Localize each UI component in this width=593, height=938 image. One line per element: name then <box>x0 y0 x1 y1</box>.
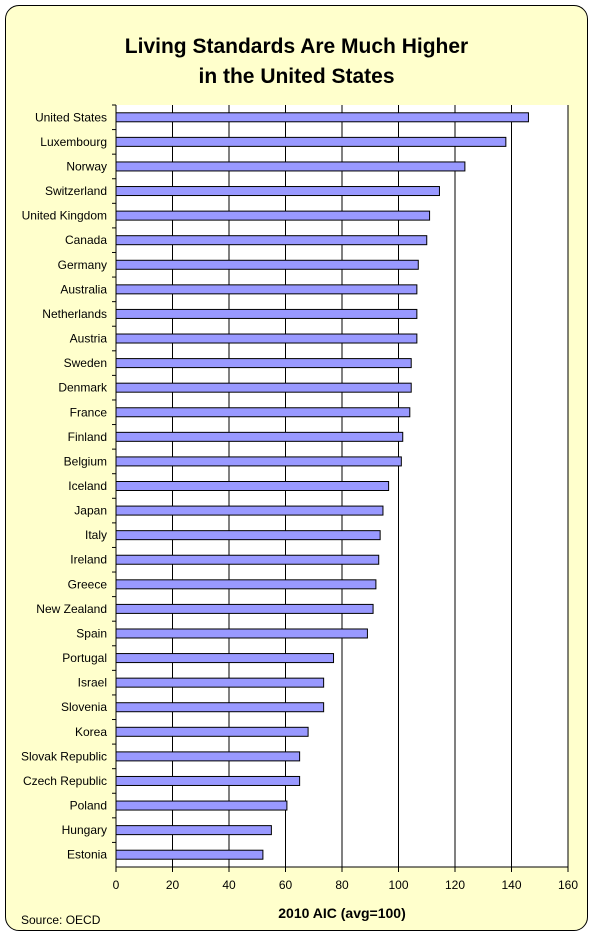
bar <box>115 333 418 344</box>
category-label: United Kingdom <box>22 209 107 223</box>
category-label: Japan <box>74 504 107 518</box>
x-tick-label: 160 <box>558 878 578 892</box>
category-label: Sweden <box>64 356 107 370</box>
bar <box>115 358 412 369</box>
bar <box>115 530 381 541</box>
bars <box>115 112 529 860</box>
category-label: Finland <box>68 430 107 444</box>
source-note: Source: OECD <box>21 913 101 927</box>
bar <box>115 603 374 614</box>
bar <box>115 825 272 836</box>
x-tick-label: 40 <box>222 878 236 892</box>
category-label: Denmark <box>58 381 108 395</box>
category-label: Switzerland <box>45 184 107 198</box>
bar <box>115 751 301 762</box>
bar <box>115 308 418 319</box>
bar <box>115 382 412 393</box>
x-tick-labels: 0 20 40 60 80 100 120 140 160 <box>113 878 579 892</box>
bar <box>115 259 419 270</box>
bar <box>115 235 428 246</box>
bar <box>115 186 440 197</box>
x-tick-label: 80 <box>335 878 349 892</box>
bar <box>115 775 301 786</box>
category-label: Canada <box>65 233 107 247</box>
bar <box>115 726 309 737</box>
category-label: Slovenia <box>61 700 107 714</box>
bar <box>115 284 418 295</box>
category-label: Italy <box>85 528 107 542</box>
chart-title-line-2: in the United States <box>198 65 395 88</box>
category-label: France <box>70 405 108 419</box>
axes <box>112 104 569 872</box>
bar <box>115 481 390 491</box>
category-label: Norway <box>66 159 107 173</box>
category-label: Netherlands <box>42 307 107 321</box>
category-label: Hungary <box>62 823 107 837</box>
bar <box>115 628 368 639</box>
x-tick-label: 60 <box>279 878 293 892</box>
chart-title-line-1: Living Standards Are Much Higher <box>124 35 469 58</box>
category-label: Czech Republic <box>23 774 107 788</box>
bar <box>115 112 529 123</box>
x-tick-label: 20 <box>166 878 180 892</box>
category-label: Austria <box>70 332 108 346</box>
category-label: Germany <box>58 258 107 272</box>
category-label: Slovak Republic <box>21 749 107 763</box>
bar <box>115 702 325 713</box>
bar <box>115 653 335 664</box>
bar <box>115 800 288 811</box>
bar <box>115 505 384 516</box>
bar <box>115 677 325 688</box>
bar <box>115 849 264 860</box>
x-tick-label: 140 <box>501 878 521 892</box>
category-label: Ireland <box>70 553 107 567</box>
chart-title: Living Standards Are Much Higher in the … <box>0 32 593 92</box>
category-label: New Zealand <box>36 602 107 616</box>
category-label: Greece <box>68 577 108 591</box>
category-label: Australia <box>60 282 107 296</box>
x-tick-label: 0 <box>113 878 120 892</box>
category-label: Luxembourg <box>40 135 107 149</box>
category-label: Belgium <box>64 454 107 468</box>
bar <box>115 210 431 221</box>
category-labels: United States Luxembourg Norway Switzerland… <box>21 110 108 861</box>
x-axis-label: 2010 AIC (avg=100) <box>278 905 406 921</box>
bar <box>115 161 466 172</box>
category-label: Spain <box>76 626 107 640</box>
bar <box>115 136 507 147</box>
x-tick-label: 120 <box>445 878 465 892</box>
category-label: Poland <box>70 799 107 813</box>
bar <box>115 431 404 442</box>
category-label: Estonia <box>67 848 107 862</box>
category-label: Korea <box>75 725 107 739</box>
category-label: Portugal <box>62 651 107 665</box>
x-tick-label: 100 <box>388 878 408 892</box>
category-label: Iceland <box>68 479 107 493</box>
category-label: United States <box>35 110 107 124</box>
bar <box>115 407 411 418</box>
bar <box>115 579 377 590</box>
bar <box>115 456 402 467</box>
bar <box>115 554 380 565</box>
category-label: Israel <box>78 676 107 690</box>
